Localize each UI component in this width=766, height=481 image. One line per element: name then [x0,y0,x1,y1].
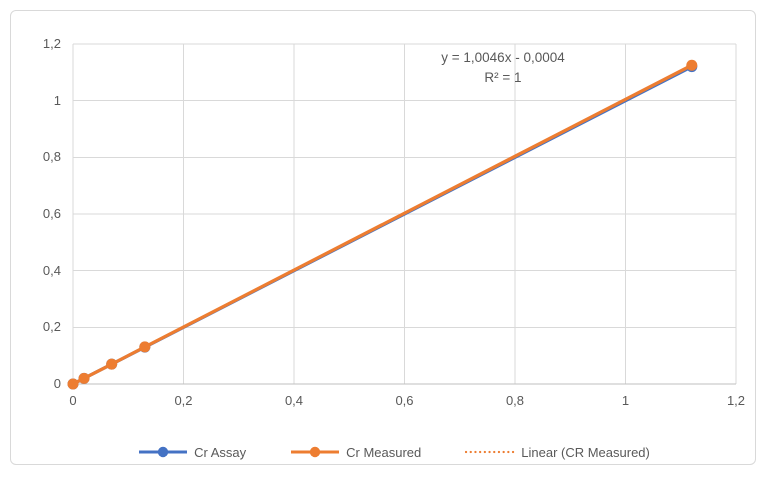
trendline-equation: y = 1,0046x - 0,0004 R² = 1 [441,48,564,88]
x-tick-label: 1 [621,393,630,408]
legend: Cr Assay Cr Measured Linear (CR Measured) [21,441,766,463]
y-tick-label: 0,8 [42,149,61,165]
y-tick-label: 0 [53,376,61,391]
data-point-marker-cr-measured [106,358,118,370]
data-point-marker-cr-measured [78,372,90,384]
trendline-dotted [72,64,693,386]
x-tick-label: 0 [69,393,77,408]
legend-item-cr-measured: Cr Measured [290,445,421,460]
y-tick-label: 1 [53,92,61,108]
x-tick-label: 0,6 [395,393,414,408]
equation-line: y = 1,0046x - 0,0004 [441,50,565,65]
r-squared-line: R² = 1 [484,70,522,85]
data-point-marker-cr-measured [686,59,698,71]
legend-line-marker-swatch [291,446,340,458]
y-tick-label: 0,4 [42,262,61,278]
legend-line-marker-swatch [139,446,188,458]
x-tick-label: 0,8 [505,393,525,408]
y-tick-label: 1,2 [42,36,61,51]
y-tick-label: 0,6 [42,206,61,221]
plot-area [67,43,737,390]
x-tick-label: 0,2 [174,393,193,408]
legend-label: Cr Assay [194,444,247,460]
legend-label: Linear (CR Measured) [521,444,650,460]
legend-item-linear-cr-measured: Linear (CR Measured) [465,445,650,460]
legend-item-cr-assay: Cr Assay [138,445,246,460]
legend-label: Cr Measured [346,444,422,460]
x-tick-label: 1,2 [726,393,746,408]
chart-frame: 0 0,2 0,4 0,6 0,8 1 1,2 0 0,2 0,4 0,6 0,8 1 1,2 y = … [10,10,756,465]
legend-dotted-line-swatch [465,450,516,454]
x-tick-label: 0,4 [284,393,304,408]
y-tick-label: 0,2 [42,319,61,335]
